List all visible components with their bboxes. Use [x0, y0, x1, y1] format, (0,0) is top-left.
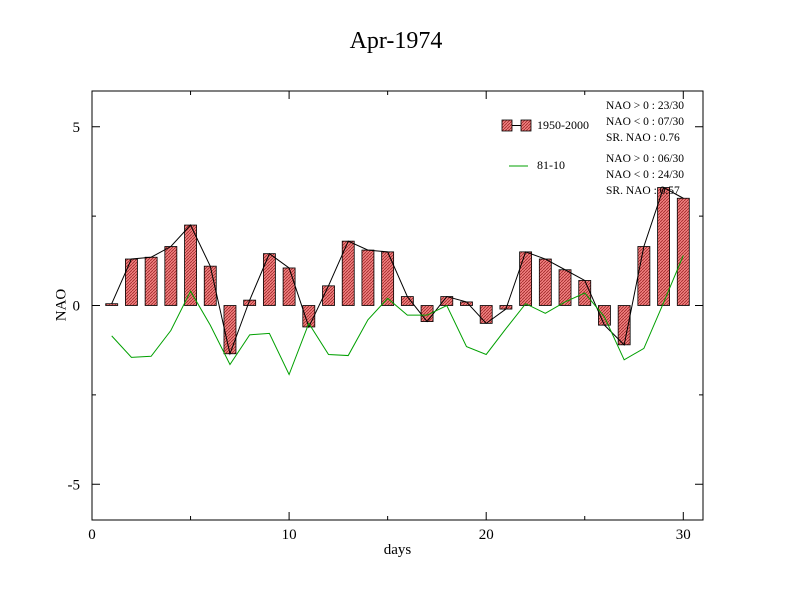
bar-day-10 — [282, 267, 296, 306]
bar-day-22 — [519, 251, 533, 306]
x-tick-label: 20 — [479, 527, 494, 543]
stats-1-negative: NAO < 0 : 07/30 — [606, 116, 685, 128]
y-tick-label: 5 — [73, 120, 81, 136]
series-1950-2000-line — [111, 186, 684, 356]
stats-1-positive: NAO > 0 : 23/30 — [606, 100, 685, 112]
stats-group-2: NAO > 0 : 06/30 NAO < 0 : 24/30 SR. NAO … — [606, 151, 684, 199]
stats-2-positive: NAO > 0 : 06/30 — [606, 153, 685, 165]
series-81-10-line — [111, 255, 684, 376]
y-axis-label: NAO — [53, 288, 70, 322]
legend-label-81-10: 81-10 — [537, 158, 565, 172]
bar-day-1 — [105, 303, 119, 306]
y-tick-label: 0 — [73, 299, 81, 315]
bar-day-16 — [400, 296, 414, 306]
stats-group-1: NAO > 0 : 23/30 NAO < 0 : 07/30 SR. NAO … — [606, 98, 684, 146]
bar-day-15 — [381, 251, 395, 306]
bar-day-30 — [676, 197, 690, 306]
bar-day-3 — [144, 256, 158, 306]
chart-title: Apr-1974 — [349, 28, 443, 54]
bar-day-5 — [184, 224, 197, 306]
axis-ticks: 0 10 20 30 -5 0 5 — [68, 91, 703, 543]
stats-2-sr: SR. NAO : 0.57 — [606, 185, 680, 197]
bar-day-7 — [223, 305, 237, 355]
bar-day-29 — [657, 187, 670, 306]
x-tick-label: 30 — [676, 527, 691, 543]
bar-day-28 — [637, 246, 651, 306]
bar-day-14 — [361, 249, 375, 306]
x-tick-label: 0 — [88, 527, 96, 543]
legend-label-1950-2000: 1950-2000 — [537, 118, 589, 132]
bar-day-2 — [125, 258, 138, 306]
legend-bar-swatch-1 — [501, 119, 513, 132]
bar-day-9 — [262, 253, 276, 306]
stats-2-negative: NAO < 0 : 24/30 — [606, 169, 685, 181]
stats-1-sr: SR. NAO : 0.76 — [606, 132, 680, 144]
x-tick-label: 10 — [282, 527, 297, 543]
bar-day-4 — [164, 246, 178, 306]
x-axis-label: days — [383, 542, 412, 558]
bar-series — [105, 187, 690, 355]
legend — [501, 119, 532, 167]
legend-bar-swatch-2 — [520, 119, 532, 132]
bar-day-23 — [538, 258, 552, 306]
y-tick-label: -5 — [68, 477, 81, 493]
